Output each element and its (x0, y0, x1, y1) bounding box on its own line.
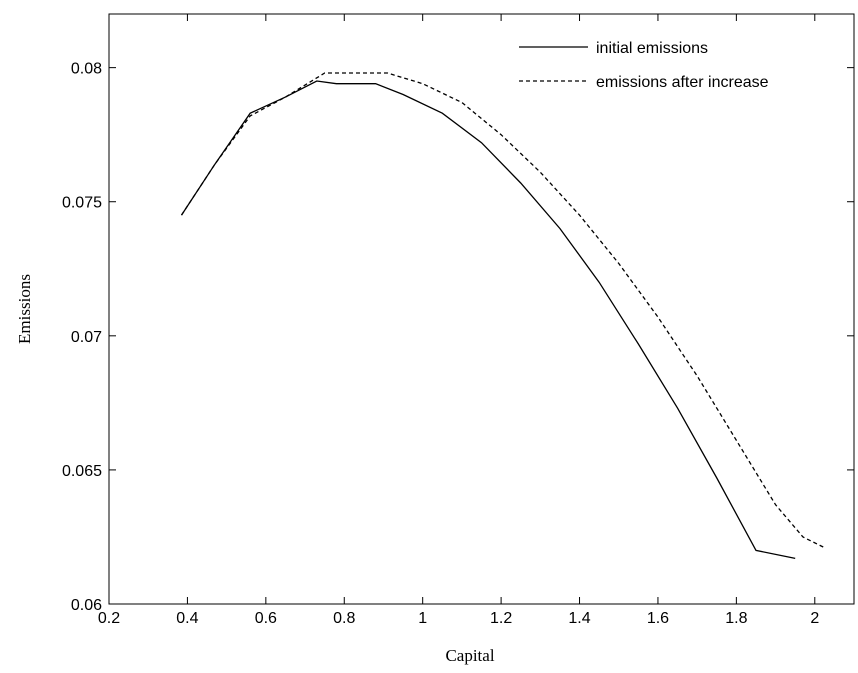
x-axis-title: Capital (445, 646, 494, 665)
x-tick-label: 0.2 (98, 610, 120, 627)
x-tick-label: 1.2 (490, 610, 512, 627)
y-tick-label: 0.07 (71, 329, 102, 346)
y-axis-title: Emissions (15, 274, 34, 344)
x-tick-label: 1 (418, 610, 427, 627)
x-tick-label: 1.8 (725, 610, 747, 627)
x-tick-label: 1.6 (647, 610, 669, 627)
y-tick-label: 0.06 (71, 597, 102, 614)
x-tick-label: 2 (810, 610, 819, 627)
y-tick-label: 0.075 (62, 195, 102, 212)
y-tick-label: 0.08 (71, 61, 102, 78)
legend-label: emissions after increase (596, 74, 769, 91)
axis-ticks: 0.2 0.4 0.6 0.8 1 1.2 1.4 1.6 1.8 2 0.06 0.065 0.07 0… (62, 14, 854, 627)
legend-label: initial emissions (596, 40, 708, 57)
x-tick-label: 0.6 (255, 610, 277, 627)
x-tick-label: 0.4 (176, 610, 198, 627)
x-tick-label: 1.4 (568, 610, 590, 627)
plot-area (108, 13, 855, 605)
x-tick-label: 0.8 (333, 610, 355, 627)
y-tick-label: 0.065 (62, 463, 102, 480)
legend: initial emissions emissions after increas… (519, 40, 769, 91)
series-lines (180, 72, 825, 560)
series-line-2 (180, 72, 825, 549)
